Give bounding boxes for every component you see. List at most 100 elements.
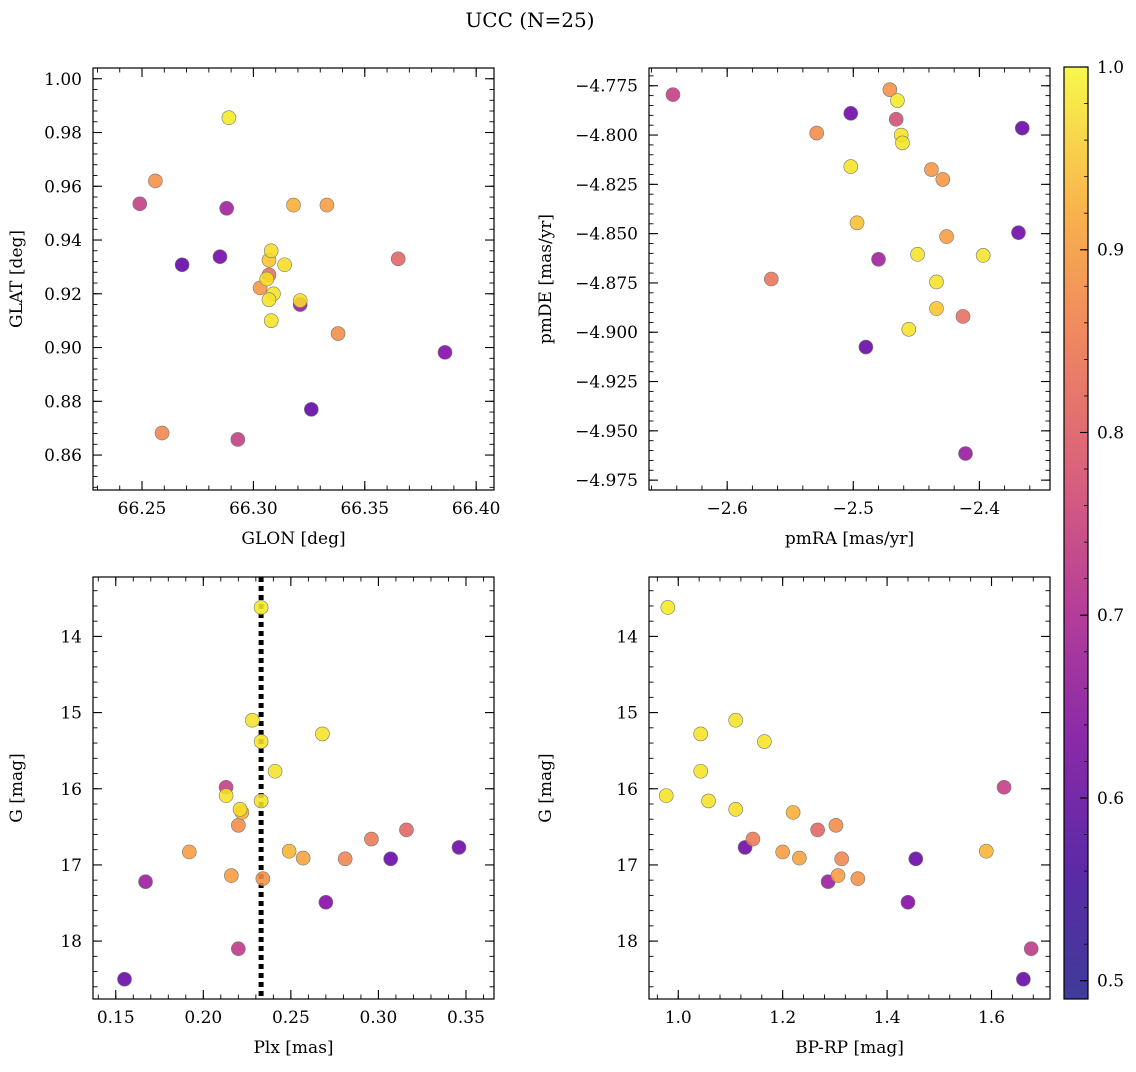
y-axis-label: pmDE [mas/yr] [536,214,556,344]
x-axis-label: GLON [deg] [241,529,345,549]
data-point [451,840,467,855]
data-point [701,793,716,809]
data-point [337,851,353,867]
y-tick-label: −4.775 [575,77,638,97]
data-point [263,243,279,259]
x-tick-label: 66.35 [340,499,389,519]
data-point [908,851,924,867]
data-point [901,321,917,337]
data-point [255,871,271,886]
x-tick-label: 1.0 [665,1008,692,1028]
panel-top-left: 66.25 66.30 66.35 66.40 0.86 0.88 0.90 0.92 0.94… [7,67,501,549]
data-point [830,868,846,883]
data-point [267,763,283,779]
data-point [890,93,905,108]
x-tick-label: 1.4 [874,1008,901,1028]
y-tick-label: 18 [60,932,82,952]
x-axis-label: BP-RP [mag] [795,1038,904,1058]
data-point [728,802,743,817]
plot-frame [92,576,495,1000]
data-point [900,894,916,910]
data-point [810,822,825,838]
x-tick-label: 66.30 [229,499,278,519]
data-point [148,173,163,189]
data-point [757,734,772,749]
colorbar: 0.5 0.6 0.7 0.8 0.9 1.0 [1063,58,1124,1000]
data-point [929,274,944,290]
panel-top-right: −2.6 −2.5 −2.4 −4.775 −4.800 −4.825 −4.850 −4.8… [536,67,1051,549]
x-tick-label: 0.15 [97,1008,135,1028]
y-tick-label: 0.88 [44,392,82,412]
plot-frame [648,576,1051,1000]
data-point [828,818,844,833]
colorbar-tick-label: 0.5 [1097,972,1124,992]
data-point [1016,971,1031,987]
data-point [221,110,237,126]
data-point [230,432,246,447]
panel-bottom-left: 0.15 0.20 0.25 0.30 0.35 14 15 16 17 18 Plx [mas] G… [7,576,495,1058]
data-point [318,894,334,910]
y-tick-label: 16 [616,780,638,800]
data-point [1014,120,1030,136]
y-tick-label: −4.950 [575,422,638,442]
data-point [1023,941,1039,957]
data-point [277,257,292,273]
y-tick-label: 0.86 [44,446,82,466]
data-point [232,802,248,817]
data-point [910,247,925,262]
data-point [304,402,319,417]
x-tick-label: −2.6 [707,499,748,519]
data-point [665,87,681,102]
data-point [117,971,132,987]
data-point [174,257,190,273]
data-point [286,197,301,213]
data-point [231,818,246,833]
data-point [939,229,954,244]
data-point [871,251,886,267]
data-point [292,293,308,308]
data-point [745,831,761,847]
y-tick-label: −4.975 [575,471,638,491]
data-point [693,763,708,779]
data-point [219,201,234,216]
data-point [660,600,676,615]
x-tick-label: 1.6 [978,1008,1005,1028]
x-tick-label: −2.5 [833,499,874,519]
data-point [888,111,904,127]
data-point [834,851,849,867]
y-tick-label: −4.850 [575,225,638,245]
x-axis-label: Plx [mas] [253,1038,333,1058]
x-axis-label: pmRA [mas/yr] [785,529,914,549]
y-tick-label: 0.90 [44,339,82,359]
data-point [775,844,790,860]
colorbar-tick-label: 0.6 [1097,789,1124,809]
data-point [764,271,779,287]
data-point [138,874,153,889]
data-point [245,712,260,728]
data-point [693,726,708,742]
data-point [399,822,414,838]
data-point [319,197,335,213]
x-tick-label: 0.35 [447,1008,485,1028]
y-axis-label: G [mag] [536,753,556,822]
data-point [383,851,398,867]
data-point [996,779,1012,795]
data-point [154,425,170,441]
y-tick-label: 14 [616,627,638,647]
data-point [895,135,910,151]
colorbar-tick-label: 1.0 [1097,58,1124,78]
data-point [259,271,275,287]
y-tick-label: 17 [616,856,638,876]
colorbar-tick-label: 0.7 [1097,606,1124,626]
data-point [924,162,939,177]
y-tick-label: 15 [60,704,82,724]
data-point [212,249,228,264]
data-point [955,309,971,324]
x-tick-label: 66.40 [452,499,501,519]
data-point [849,215,865,231]
data-point [929,301,944,316]
y-tick-label: 16 [60,780,82,800]
x-tick-label: 0.30 [359,1008,397,1028]
data-point [1011,225,1026,240]
